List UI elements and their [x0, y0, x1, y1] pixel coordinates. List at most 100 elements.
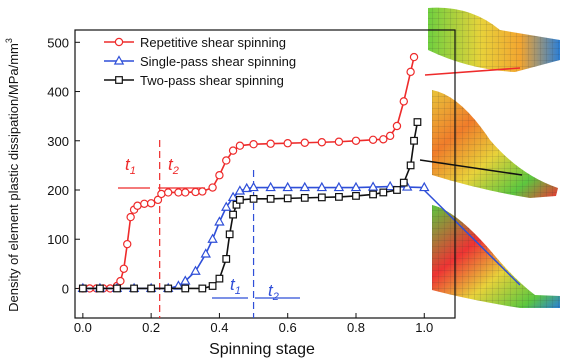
point — [124, 241, 131, 248]
y-axis-label-text: Density of element plastic dissipation/M… — [6, 43, 21, 312]
point — [301, 139, 308, 146]
annotation: t1 — [125, 155, 136, 177]
point — [134, 202, 141, 209]
point — [336, 194, 343, 201]
point — [202, 250, 210, 258]
y-tick-label: 400 — [47, 85, 69, 100]
point — [353, 193, 360, 200]
point — [223, 157, 230, 164]
point — [370, 191, 377, 198]
fe-mesh — [432, 90, 558, 198]
point — [226, 231, 233, 238]
annotation: t2 — [268, 281, 279, 303]
point — [400, 98, 407, 105]
annotation-sub: 1 — [235, 285, 241, 297]
point — [182, 285, 189, 292]
annotation: t1 — [230, 275, 241, 297]
legend-marker — [116, 77, 123, 84]
point — [380, 189, 387, 196]
point — [117, 277, 124, 284]
point — [148, 200, 155, 207]
fe-mesh — [428, 8, 560, 72]
point — [209, 184, 216, 191]
point — [191, 267, 199, 275]
point — [284, 140, 291, 147]
point — [229, 147, 236, 154]
x-tick-label: 0.6 — [279, 320, 297, 335]
point — [380, 136, 387, 143]
point — [97, 285, 104, 292]
point — [284, 195, 291, 202]
point — [223, 256, 230, 263]
point — [393, 122, 400, 129]
y-tick-label: 100 — [47, 232, 69, 247]
point — [414, 119, 421, 126]
y-tick-label: 200 — [47, 183, 69, 198]
point — [267, 140, 274, 147]
fe-images — [420, 8, 560, 308]
point — [165, 189, 172, 196]
point — [114, 285, 121, 292]
x-axis-label: Spinning stage — [209, 341, 315, 358]
point — [301, 195, 308, 202]
legend-marker — [115, 38, 122, 45]
point — [120, 265, 127, 272]
y-axis-label-sup: 3 — [4, 38, 14, 43]
chart: Spinning stage Density of element plasti… — [0, 0, 562, 359]
point — [141, 200, 148, 207]
annotation-sub: 2 — [172, 165, 179, 177]
point — [165, 285, 172, 292]
series-line — [83, 122, 418, 288]
y-tick-label: 0 — [62, 281, 69, 296]
y-axis-label: Density of element plastic dissipation/M… — [4, 38, 21, 312]
y-tick-label: 500 — [47, 35, 69, 50]
point — [352, 137, 359, 144]
point — [199, 188, 206, 195]
point — [407, 162, 414, 169]
point — [80, 285, 87, 292]
annotation-sub: 1 — [130, 165, 136, 177]
point — [394, 187, 401, 194]
point — [369, 136, 376, 143]
x-tick-label: 0.8 — [347, 320, 365, 335]
legend-label: Repetitive shear spinning — [140, 35, 286, 50]
point — [410, 53, 417, 60]
fe-mesh — [432, 205, 560, 308]
point — [215, 218, 223, 226]
point — [216, 275, 223, 282]
point — [236, 142, 243, 149]
point — [192, 188, 199, 195]
point — [127, 213, 134, 220]
x-tick-label: 1.0 — [415, 320, 433, 335]
point — [411, 137, 418, 144]
legend-label: Two-pass shear spinning — [140, 73, 284, 88]
point — [250, 141, 257, 148]
point — [158, 190, 165, 197]
point — [250, 196, 257, 203]
x-tick-label: 0.4 — [210, 320, 228, 335]
point — [175, 189, 182, 196]
point — [335, 138, 342, 145]
pointer-arrow — [425, 68, 520, 75]
point — [182, 189, 189, 196]
point — [387, 132, 394, 139]
point — [208, 235, 216, 243]
x-tick-label: 0.0 — [74, 320, 92, 335]
legend-label: Single-pass shear spinning — [140, 54, 296, 69]
x-tick-label: 0.2 — [142, 320, 160, 335]
point — [318, 139, 325, 146]
point — [267, 196, 274, 203]
point — [199, 285, 206, 292]
point — [319, 194, 326, 201]
y-tick-label: 300 — [47, 134, 69, 149]
annotation: t2 — [168, 155, 179, 177]
point — [400, 179, 407, 186]
point — [209, 283, 216, 290]
point — [216, 172, 223, 179]
point — [237, 197, 244, 204]
point — [407, 68, 414, 75]
point — [230, 211, 237, 218]
point — [131, 285, 138, 292]
annotation-sub: 2 — [272, 291, 279, 303]
point — [148, 285, 155, 292]
